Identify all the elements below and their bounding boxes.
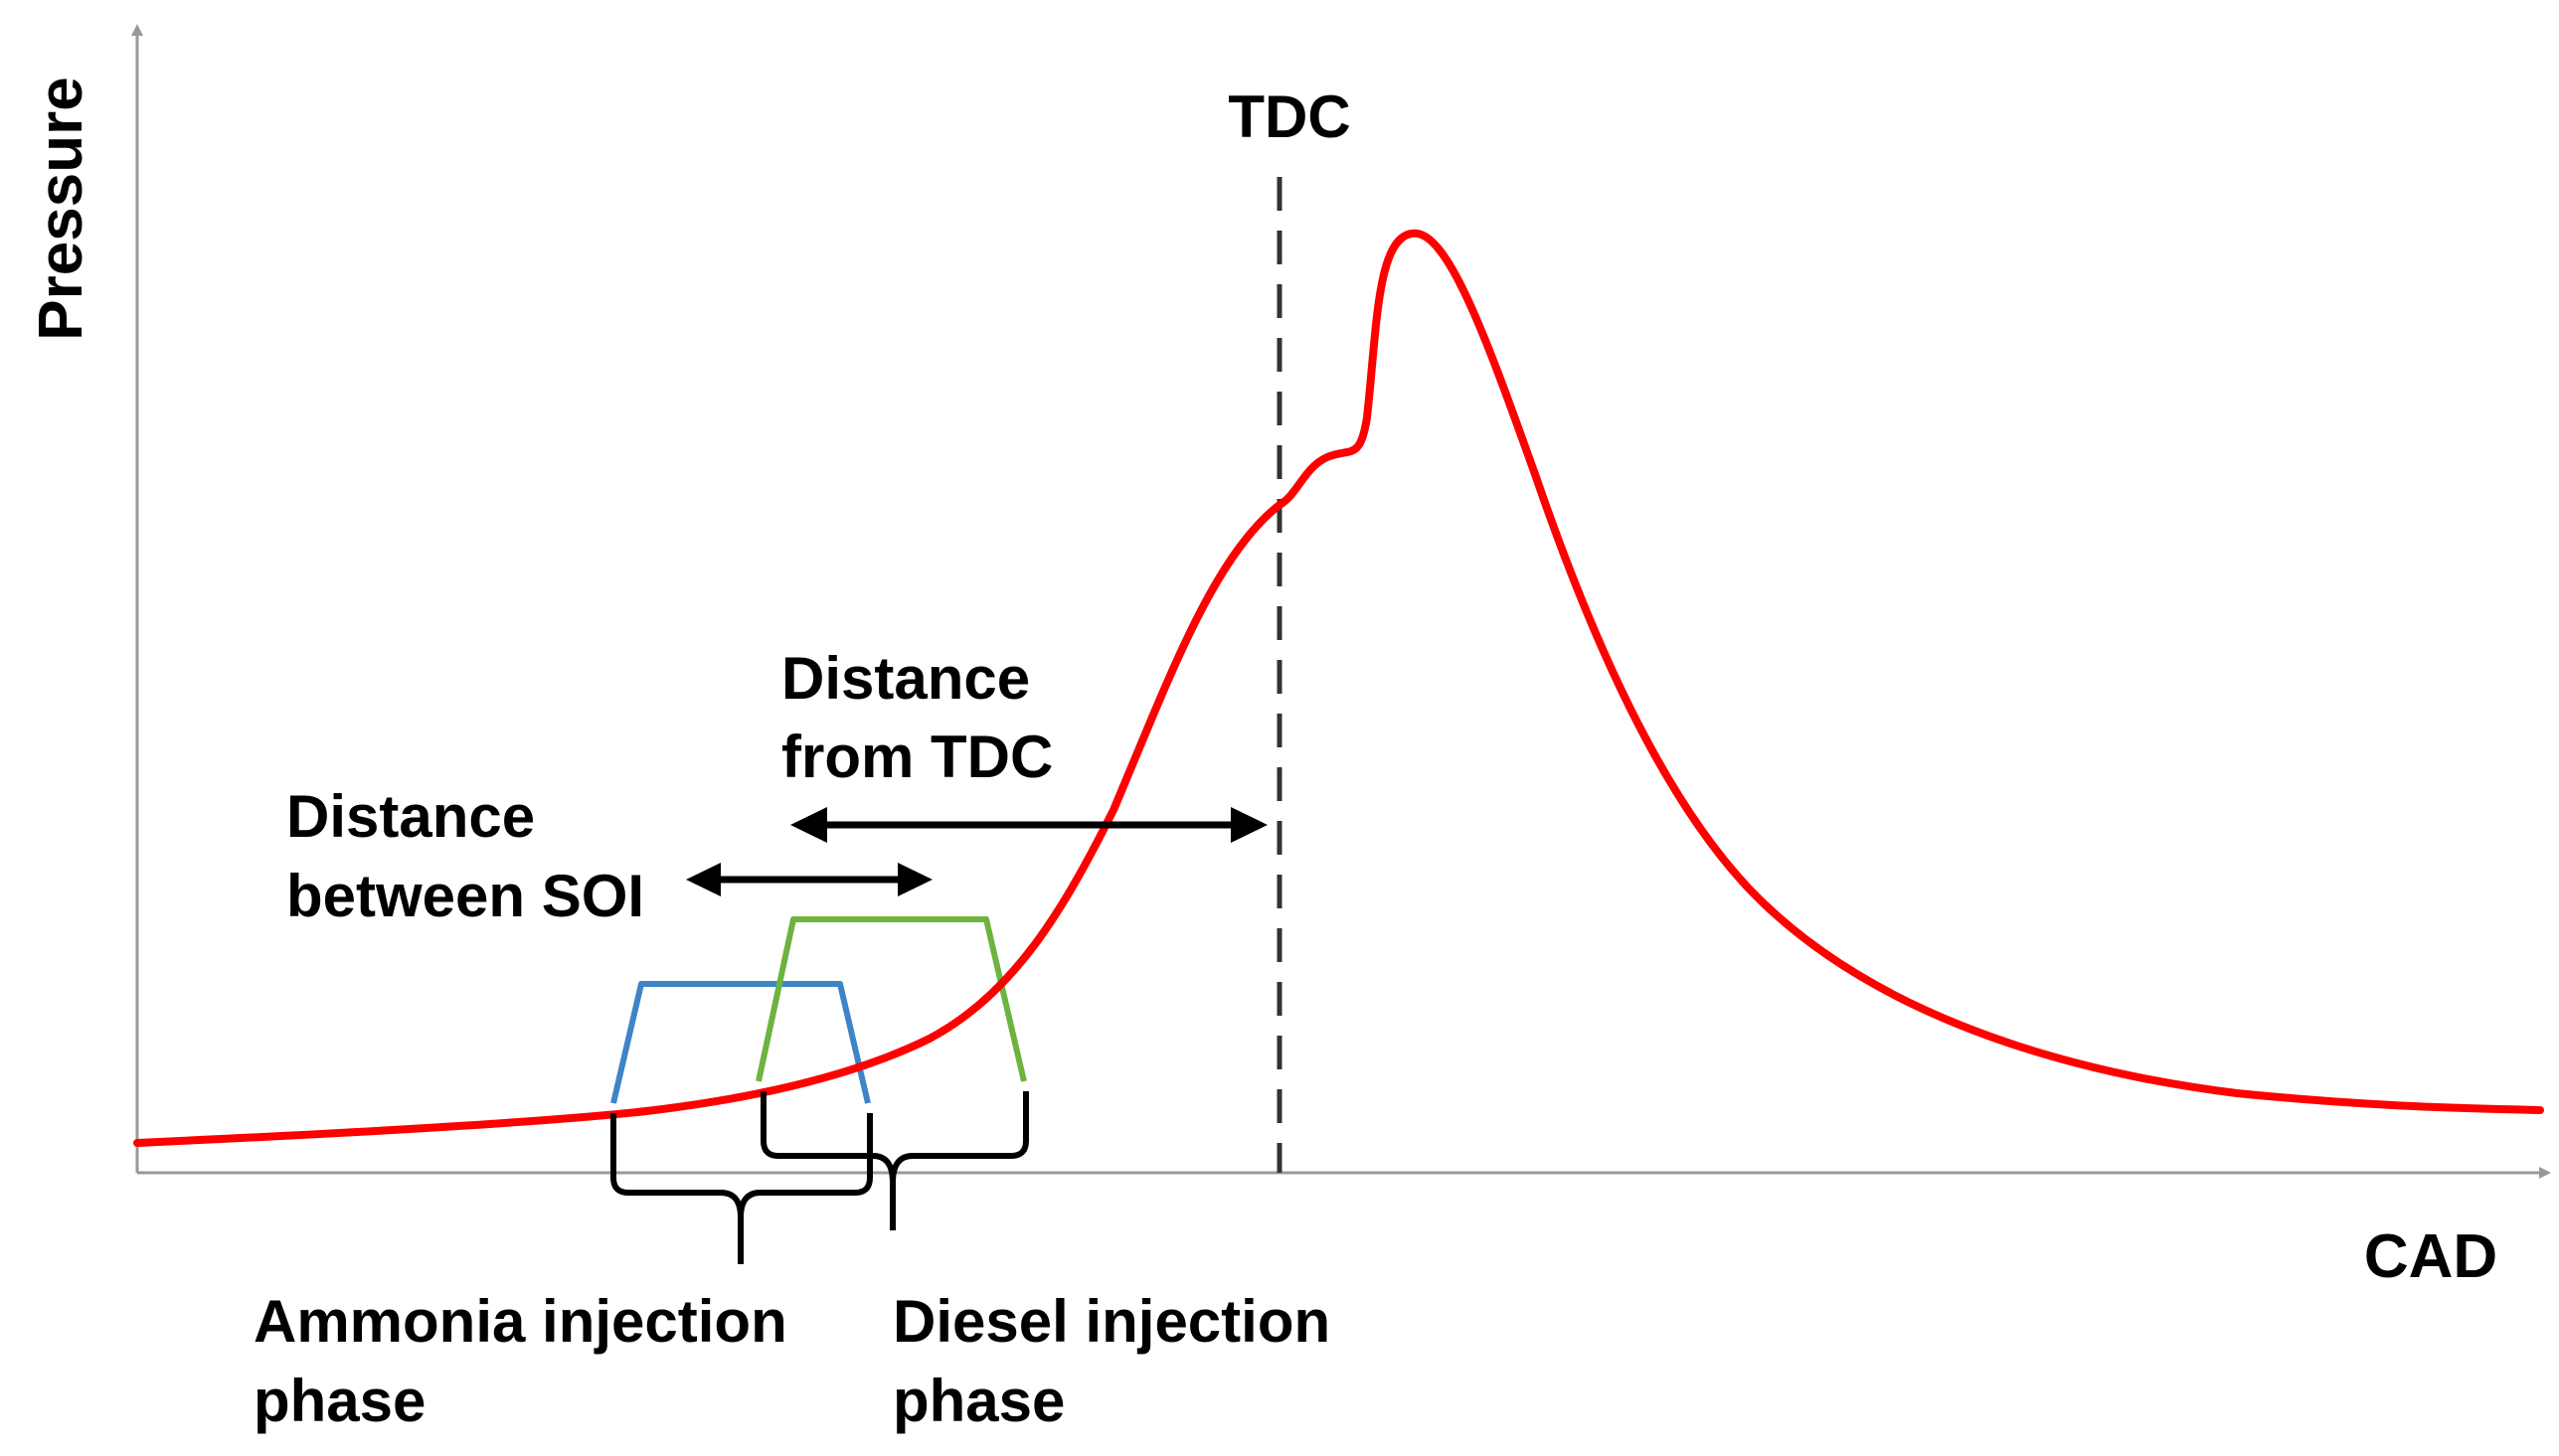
diesel-phase-bracket bbox=[761, 1091, 1029, 1230]
distance-between-soi-label-line2: between SOI bbox=[286, 863, 644, 929]
y-axis-label: Pressure bbox=[27, 77, 95, 340]
diesel-injection-profile bbox=[756, 916, 1027, 1082]
distance-from-tdc-arrow bbox=[790, 807, 1268, 843]
ammonia-phase-bracket bbox=[610, 1113, 873, 1264]
x-axis-label: CAD bbox=[2364, 1222, 2497, 1291]
ammonia-phase-label-line1: Ammonia injection bbox=[254, 1288, 787, 1355]
pressure-curve bbox=[133, 229, 2544, 1147]
distance-from-tdc-label-line1: Distance bbox=[781, 645, 1030, 712]
distance-between-soi-label-line1: Distance bbox=[286, 783, 535, 850]
diesel-phase-label-line1: Diesel injection bbox=[893, 1288, 1330, 1355]
tdc-label: TDC bbox=[1228, 83, 1350, 150]
diesel-phase-label-line2: phase bbox=[893, 1368, 1065, 1434]
ammonia-injection-profile bbox=[610, 981, 871, 1104]
distance-between-soi-arrow bbox=[686, 863, 933, 896]
ammonia-phase-label-line2: phase bbox=[254, 1368, 426, 1434]
distance-from-tdc-label-line2: from TDC bbox=[781, 724, 1053, 790]
